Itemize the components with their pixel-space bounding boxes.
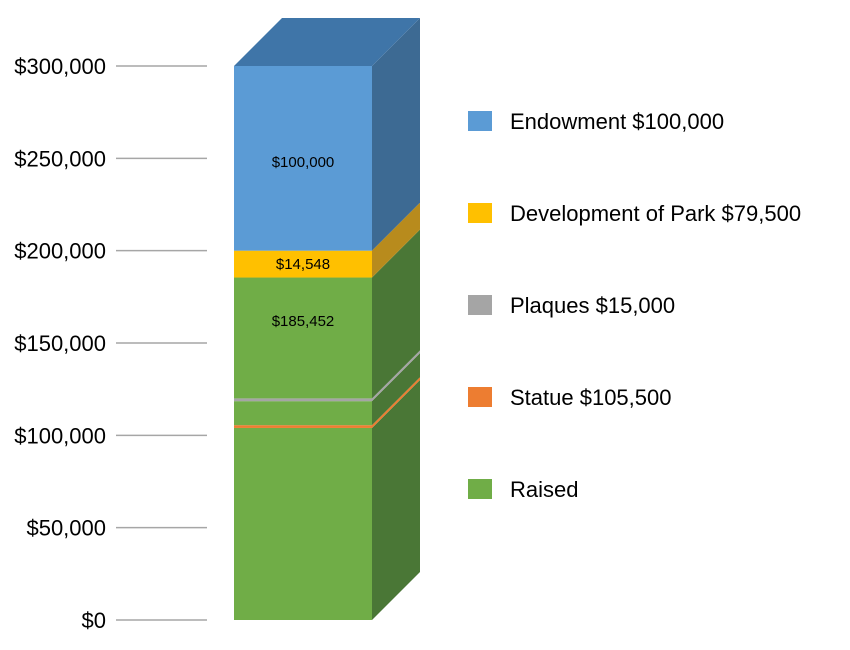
- data-label-raised3: $185,452: [272, 313, 335, 330]
- bar-segment-raised: [234, 427, 372, 620]
- legend-entry: Statue $105,500: [510, 385, 671, 410]
- bar-segment-statue: [234, 425, 372, 428]
- y-tick-label: $150,000: [14, 331, 106, 356]
- y-axis: $0 $50,000 $100,000 $150,000 $200,000 $250,00…: [14, 54, 207, 633]
- legend-swatch: [468, 203, 492, 223]
- bar-top-face: [234, 18, 420, 66]
- bar-segment-endowment: [234, 66, 372, 251]
- bar-segment-raised3: [234, 277, 372, 399]
- bar-side-development: [372, 202, 420, 278]
- legend-swatch: [468, 295, 492, 315]
- legend: Endowment $100,000 Development of Park $7…: [468, 109, 801, 502]
- legend-entry: Raised: [510, 477, 578, 502]
- y-tick-label: $100,000: [14, 423, 106, 448]
- data-label-development: $14,548: [276, 256, 330, 273]
- legend-entry: Plaques $15,000: [510, 293, 675, 318]
- bar-segment-plaques: [234, 398, 372, 402]
- bar-side-endowment: [372, 18, 420, 251]
- bar-side-raised2: [372, 353, 420, 426]
- legend-swatch: [468, 479, 492, 499]
- y-tick-label: $50,000: [26, 516, 106, 541]
- bar-side-statue: [372, 377, 420, 428]
- legend-entry: Development of Park $79,500: [510, 201, 801, 226]
- bar-segment-raised2: [234, 401, 372, 426]
- bar-segment-development: [234, 250, 372, 278]
- legend-swatch: [468, 111, 492, 131]
- segment-labels: $185,452 $14,548 $100,000: [272, 154, 335, 330]
- y-tick-label: $200,000: [14, 239, 106, 264]
- y-tick-label: $0: [82, 608, 106, 633]
- stacked-bar: [234, 18, 420, 620]
- bar-side-raised3: [372, 229, 420, 399]
- legend-entry: Endowment $100,000: [510, 109, 724, 134]
- y-tick-label: $300,000: [14, 54, 106, 79]
- y-tick-label: $250,000: [14, 146, 106, 171]
- bar-side-raised: [372, 379, 420, 620]
- legend-swatch: [468, 387, 492, 407]
- bar-side-plaques: [372, 350, 420, 402]
- data-label-endowment: $100,000: [272, 154, 335, 171]
